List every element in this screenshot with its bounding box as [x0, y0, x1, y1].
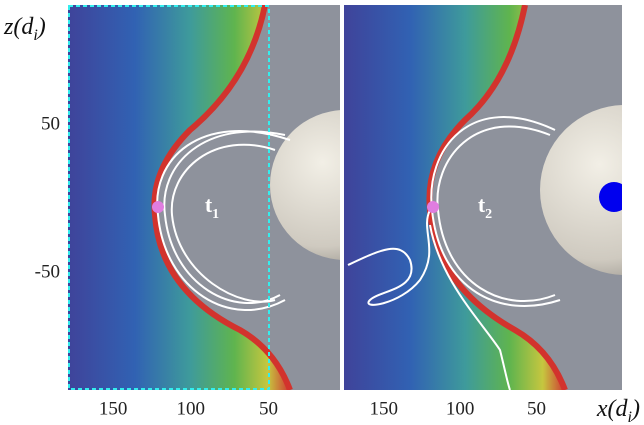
figure: 1501005050-50z(di)t115010050x(di)t2 — [0, 0, 644, 425]
x-tick-label: 50 — [527, 398, 546, 419]
y-tick-label: -50 — [35, 261, 60, 282]
x-tick-label: 100 — [177, 398, 206, 419]
x-tick-label: 50 — [259, 398, 278, 419]
x-tick-label: 150 — [99, 398, 128, 419]
y-tick-label: 50 — [41, 113, 60, 134]
label-main: x(d — [596, 396, 629, 422]
panel-label-sub: 1 — [212, 207, 219, 222]
x-tick-label: 100 — [446, 398, 475, 419]
panel-2 — [344, 5, 644, 390]
label-end: ) — [36, 14, 46, 40]
label-end: ) — [630, 396, 640, 422]
axis-label: z(di) — [3, 14, 46, 45]
axis-label: x(di) — [596, 396, 640, 425]
x-tick-label: 150 — [369, 398, 398, 419]
label-main: z(d — [3, 14, 34, 40]
panel-label-sub: 2 — [485, 207, 492, 222]
